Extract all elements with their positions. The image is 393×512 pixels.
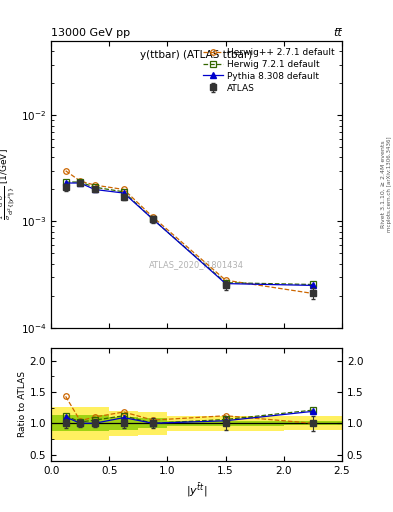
Herwig 7.2.1 default [223, 280, 228, 286]
Herwig++ 2.7.1 default [92, 182, 97, 188]
Text: y(ttbar) (ATLAS ttbar): y(ttbar) (ATLAS ttbar) [140, 50, 253, 59]
Line: Pythia 8.308 default: Pythia 8.308 default [63, 180, 316, 288]
Pythia 8.308 default [92, 186, 97, 193]
Herwig 7.2.1 default [92, 184, 97, 190]
Text: mcplots.cern.ch [arXiv:1306.3436]: mcplots.cern.ch [arXiv:1306.3436] [387, 137, 391, 232]
Herwig 7.2.1 default [121, 189, 126, 195]
Herwig++ 2.7.1 default [151, 214, 155, 220]
Text: ATLAS_2020_I1801434: ATLAS_2020_I1801434 [149, 260, 244, 269]
Herwig++ 2.7.1 default [223, 277, 228, 283]
Text: 13000 GeV pp: 13000 GeV pp [51, 28, 130, 38]
Herwig 7.2.1 default [151, 216, 155, 222]
Text: Rivet 3.1.10, ≥ 2.4M events: Rivet 3.1.10, ≥ 2.4M events [381, 140, 386, 228]
Y-axis label: $\frac{1}{\sigma}\frac{\mathrm{d}^2\sigma}{\mathrm{d}^2\{|y^{\bar{t}t}|\}}\ [\ma: $\frac{1}{\sigma}\frac{\mathrm{d}^2\sigm… [0, 148, 18, 220]
Herwig 7.2.1 default [63, 179, 68, 185]
Herwig 7.2.1 default [78, 179, 83, 185]
Pythia 8.308 default [63, 180, 68, 186]
Text: tt̅: tt̅ [333, 28, 342, 38]
Herwig++ 2.7.1 default [78, 178, 83, 184]
Pythia 8.308 default [310, 282, 315, 288]
Pythia 8.308 default [78, 180, 83, 186]
Line: Herwig++ 2.7.1 default: Herwig++ 2.7.1 default [63, 168, 316, 296]
Legend: Herwig++ 2.7.1 default, Herwig 7.2.1 default, Pythia 8.308 default, ATLAS: Herwig++ 2.7.1 default, Herwig 7.2.1 def… [200, 46, 338, 96]
Pythia 8.308 default [223, 281, 228, 287]
Pythia 8.308 default [151, 216, 155, 222]
X-axis label: $|y^{\bar{t}t}|$: $|y^{\bar{t}t}|$ [186, 481, 207, 499]
Herwig++ 2.7.1 default [121, 186, 126, 193]
Line: Herwig 7.2.1 default: Herwig 7.2.1 default [63, 179, 316, 287]
Pythia 8.308 default [121, 190, 126, 196]
Herwig 7.2.1 default [310, 282, 315, 288]
Y-axis label: Ratio to ATLAS: Ratio to ATLAS [18, 372, 27, 437]
Herwig++ 2.7.1 default [63, 168, 68, 174]
Herwig++ 2.7.1 default [310, 290, 315, 296]
